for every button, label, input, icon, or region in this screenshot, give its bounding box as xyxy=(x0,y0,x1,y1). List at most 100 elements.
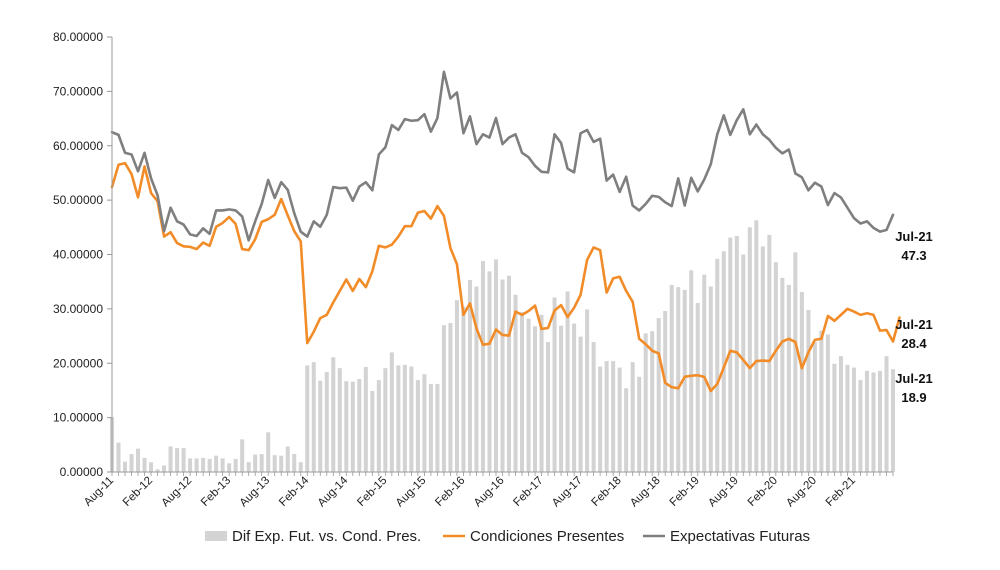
legend: Dif Exp. Fut. vs. Cond. Pres. Condiciones… xyxy=(205,528,810,545)
bar xyxy=(396,365,401,472)
bar xyxy=(487,271,492,472)
condiciones-presentes-line xyxy=(110,161,901,393)
bar xyxy=(136,448,141,472)
bar xyxy=(201,457,206,472)
bar xyxy=(474,286,479,472)
bar xyxy=(441,325,446,472)
x-tick-label: Aug-18 xyxy=(628,475,663,510)
bar xyxy=(506,275,512,472)
y-tick-label: 10.00000 xyxy=(53,411,103,425)
bar xyxy=(877,370,883,472)
bar xyxy=(285,446,290,472)
bar xyxy=(786,284,791,472)
bar xyxy=(767,234,772,472)
legend-label: Dif Exp. Fut. vs. Cond. Pres. xyxy=(232,528,421,545)
x-tick-label: Feb-15 xyxy=(355,475,389,509)
bar xyxy=(467,280,472,472)
bar xyxy=(142,457,147,472)
bar xyxy=(337,368,342,472)
x-tick-label: Feb-16 xyxy=(433,475,467,509)
bar xyxy=(207,458,212,472)
bar xyxy=(435,383,440,472)
end-label-period: Jul-21 xyxy=(895,229,933,244)
bar xyxy=(650,331,655,472)
bar xyxy=(272,455,277,472)
bar xyxy=(585,309,590,472)
bar xyxy=(227,463,232,472)
bar xyxy=(871,372,876,472)
bar xyxy=(129,454,134,472)
x-tick-label: Aug-16 xyxy=(472,475,507,510)
bar xyxy=(122,461,128,472)
bar xyxy=(259,454,264,472)
line-series-group xyxy=(110,70,901,393)
bar xyxy=(806,309,811,472)
bar xyxy=(311,362,316,472)
bar xyxy=(513,294,518,472)
y-tick-label: 50.00000 xyxy=(53,193,103,207)
bar xyxy=(344,381,349,472)
bar xyxy=(812,342,817,472)
bar xyxy=(637,376,642,472)
bar xyxy=(676,287,681,472)
bar xyxy=(383,368,388,472)
bar xyxy=(539,314,544,472)
bar xyxy=(793,252,798,472)
x-tick-label: Feb-18 xyxy=(590,475,624,509)
y-tick-label: 20.00000 xyxy=(53,356,103,370)
x-tick-label: Feb-14 xyxy=(277,474,312,509)
bar xyxy=(533,326,538,472)
bar xyxy=(747,227,752,472)
bar xyxy=(461,306,466,472)
bar xyxy=(708,286,713,472)
bar xyxy=(168,446,173,472)
bar xyxy=(305,365,310,472)
axes-group: 0.00000 10.00000 20.00000 30.00000 40.00000 5… xyxy=(53,30,894,510)
bar xyxy=(194,458,199,472)
bar xyxy=(155,469,160,472)
x-tick-label: Aug-19 xyxy=(706,475,741,510)
bar xyxy=(298,462,303,472)
bar xyxy=(728,237,733,472)
bar xyxy=(559,325,564,472)
bar xyxy=(741,254,746,472)
x-tick-label: Aug-20 xyxy=(784,475,819,510)
bar xyxy=(376,380,381,472)
end-label-value: 18.9 xyxy=(901,390,926,405)
bar xyxy=(350,381,355,472)
legend-label: Condiciones Presentes xyxy=(470,528,624,545)
x-tick-label: Feb-21 xyxy=(824,475,858,509)
bar xyxy=(663,311,668,472)
bar xyxy=(162,465,167,472)
y-tick-label: 80.00000 xyxy=(53,30,103,44)
bar xyxy=(858,380,863,472)
bar xyxy=(578,336,583,472)
bar xyxy=(819,330,824,472)
bar xyxy=(318,380,323,472)
x-tick-label: Aug-15 xyxy=(394,475,429,510)
y-tick-label: 0.00000 xyxy=(60,465,104,479)
x-tick-label: Feb-19 xyxy=(668,475,702,509)
bar xyxy=(884,356,889,472)
bar xyxy=(520,312,525,472)
bar xyxy=(845,364,850,472)
bar xyxy=(760,246,765,472)
y-tick-label: 40.00000 xyxy=(53,248,103,262)
bar xyxy=(149,462,154,472)
bar xyxy=(617,367,622,472)
bar xyxy=(780,277,785,472)
bar xyxy=(682,289,687,472)
bar xyxy=(357,379,362,472)
bar xyxy=(240,439,245,472)
x-tick-label: Aug-14 xyxy=(316,474,351,509)
bar xyxy=(188,458,193,472)
x-tick-label: Aug-13 xyxy=(238,475,273,510)
bar xyxy=(656,318,661,472)
bar xyxy=(851,367,856,472)
x-tick-label: Feb-13 xyxy=(199,475,233,509)
bar xyxy=(552,297,557,472)
bar xyxy=(253,454,258,472)
bar xyxy=(220,458,225,472)
legend-label: Expectativas Futuras xyxy=(670,528,810,545)
